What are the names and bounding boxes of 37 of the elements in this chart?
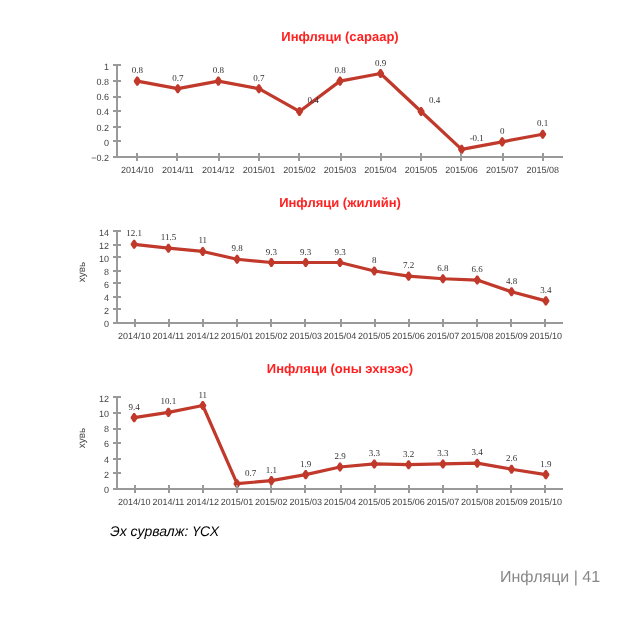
point [295, 106, 304, 117]
point [507, 286, 516, 297]
point [214, 76, 223, 87]
point [498, 136, 506, 147]
point [370, 458, 378, 469]
point [164, 243, 173, 254]
point [302, 469, 310, 480]
point [404, 271, 413, 282]
point [539, 129, 547, 140]
point [457, 144, 466, 155]
text: Инфляци | 41 [500, 566, 601, 589]
point [302, 257, 310, 268]
point [439, 458, 447, 469]
point [199, 246, 207, 257]
point [130, 412, 138, 423]
point [542, 295, 550, 306]
point [336, 76, 344, 87]
point [267, 257, 276, 268]
point [404, 459, 413, 470]
point [542, 469, 550, 480]
point [164, 407, 173, 418]
point [199, 400, 207, 411]
point [233, 254, 241, 265]
point [439, 273, 447, 284]
point [417, 106, 425, 117]
point [174, 83, 182, 94]
point [133, 76, 141, 87]
point [267, 475, 276, 486]
point [370, 265, 378, 276]
point [255, 83, 263, 94]
point [507, 464, 516, 475]
point [473, 458, 481, 469]
point [336, 257, 344, 268]
point [130, 239, 138, 250]
point [336, 461, 344, 472]
point [473, 275, 481, 286]
point [376, 68, 385, 79]
